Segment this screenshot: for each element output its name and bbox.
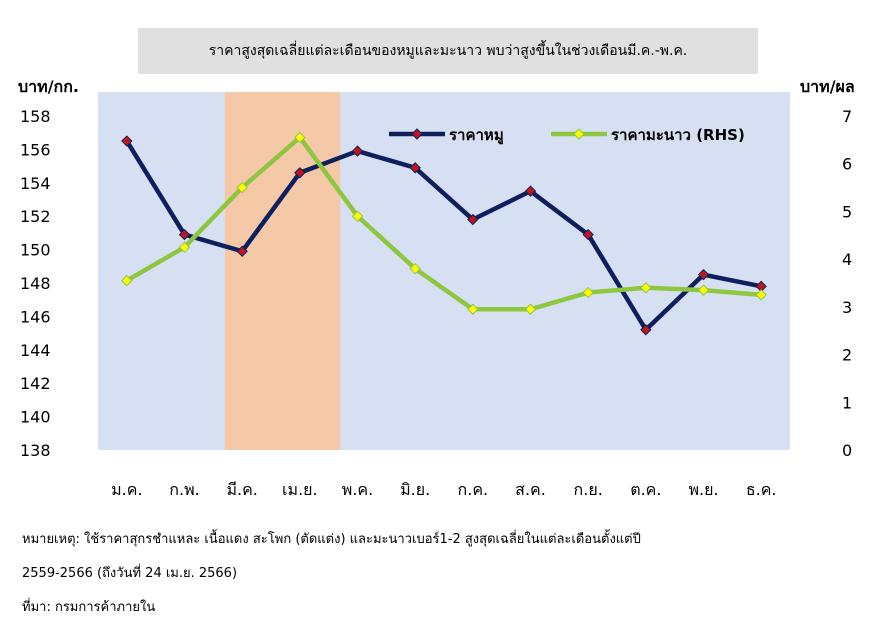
x-tick-label: ต.ค. <box>630 480 661 499</box>
right-axis-unit: บาท/ผล <box>800 77 855 96</box>
chart-title: ราคาสูงสุดเฉลี่ยแต่ละเดือนของหมูและมะนาว… <box>138 28 758 74</box>
series-1-point <box>351 145 364 157</box>
series-1-point <box>178 228 191 241</box>
left-tick-label: 146 <box>20 307 51 326</box>
left-tick-label: 152 <box>20 207 51 226</box>
x-tick-label: พ.ย. <box>688 480 718 499</box>
x-tick-label: ก.ค. <box>458 480 489 499</box>
left-tick-label: 150 <box>20 241 51 260</box>
legend-marker-2 <box>573 128 585 140</box>
series-1-point <box>236 245 248 257</box>
series-1-point <box>640 324 652 336</box>
series-line-2 <box>125 135 762 312</box>
x-tick-label: มี.ค. <box>226 480 257 499</box>
left-tick-label: 158 <box>20 107 51 126</box>
series-1-point <box>409 162 421 174</box>
series-1-point <box>294 167 306 179</box>
left-tick-label: 140 <box>20 408 51 427</box>
note-line-1: หมายเหตุ: ใช้ราคาสุกรชำแหละ เนื้อแดง สะโ… <box>22 532 641 547</box>
series-2-point <box>409 262 421 275</box>
left-tick-label: 148 <box>20 274 51 293</box>
right-tick-label: 4 <box>842 250 852 269</box>
series-2-point <box>467 303 479 315</box>
x-tick-label: เม.ย. <box>282 480 318 499</box>
right-tick-label: 0 <box>842 441 852 460</box>
series-2-point <box>121 274 133 287</box>
series-line-1 <box>124 139 762 333</box>
x-tick-label: ก.พ. <box>169 480 199 499</box>
right-tick-label: 6 <box>842 155 852 174</box>
right-tick-label: 1 <box>842 393 852 412</box>
left-tick-label: 156 <box>20 140 51 159</box>
series-1-point <box>524 185 537 197</box>
left-axis-unit: บาท/กก. <box>18 77 79 96</box>
legend-label-1: ราคาหมู <box>449 126 504 145</box>
highlight-band <box>224 92 341 450</box>
series-2-point <box>236 181 248 194</box>
note-line-2: 2559-2566 (ถึงวันที่ 24 เม.ย. 2566) <box>22 566 238 581</box>
series-2-point <box>697 284 710 296</box>
series-2-point <box>755 289 767 301</box>
left-tick-label: 154 <box>20 174 51 193</box>
series-1-point <box>697 268 710 281</box>
series-2-point <box>582 286 594 299</box>
right-tick-label: 3 <box>842 298 852 317</box>
source-line: ที่มา: กรมการค้าภายใน <box>22 600 156 615</box>
legend-marker-1 <box>411 128 423 140</box>
series-2-point <box>640 282 652 294</box>
x-tick-label: ม.ค. <box>111 480 142 499</box>
series-1-point <box>582 228 594 241</box>
series-1-point <box>467 213 479 226</box>
x-tick-label: ส.ค. <box>515 480 546 499</box>
x-tick-label: ก.ย. <box>574 480 603 499</box>
plot-background <box>98 92 790 450</box>
left-tick-label: 142 <box>20 374 51 393</box>
series-2-point <box>524 303 537 315</box>
legend-label-2: ราคามะนาว (RHS) <box>611 126 745 144</box>
right-tick-label: 5 <box>842 202 852 221</box>
right-tick-label: 7 <box>842 107 852 126</box>
left-tick-label: 138 <box>20 441 51 460</box>
series-1-point <box>121 135 133 147</box>
series-2-point <box>178 241 191 253</box>
x-tick-label: มิ.ย. <box>400 480 430 499</box>
left-tick-label: 144 <box>20 341 51 360</box>
x-tick-label: ธ.ค. <box>746 480 777 499</box>
x-tick-label: พ.ค. <box>342 480 373 499</box>
right-tick-label: 2 <box>842 346 852 365</box>
series-2-point <box>351 210 364 222</box>
series-2-point <box>294 131 306 144</box>
